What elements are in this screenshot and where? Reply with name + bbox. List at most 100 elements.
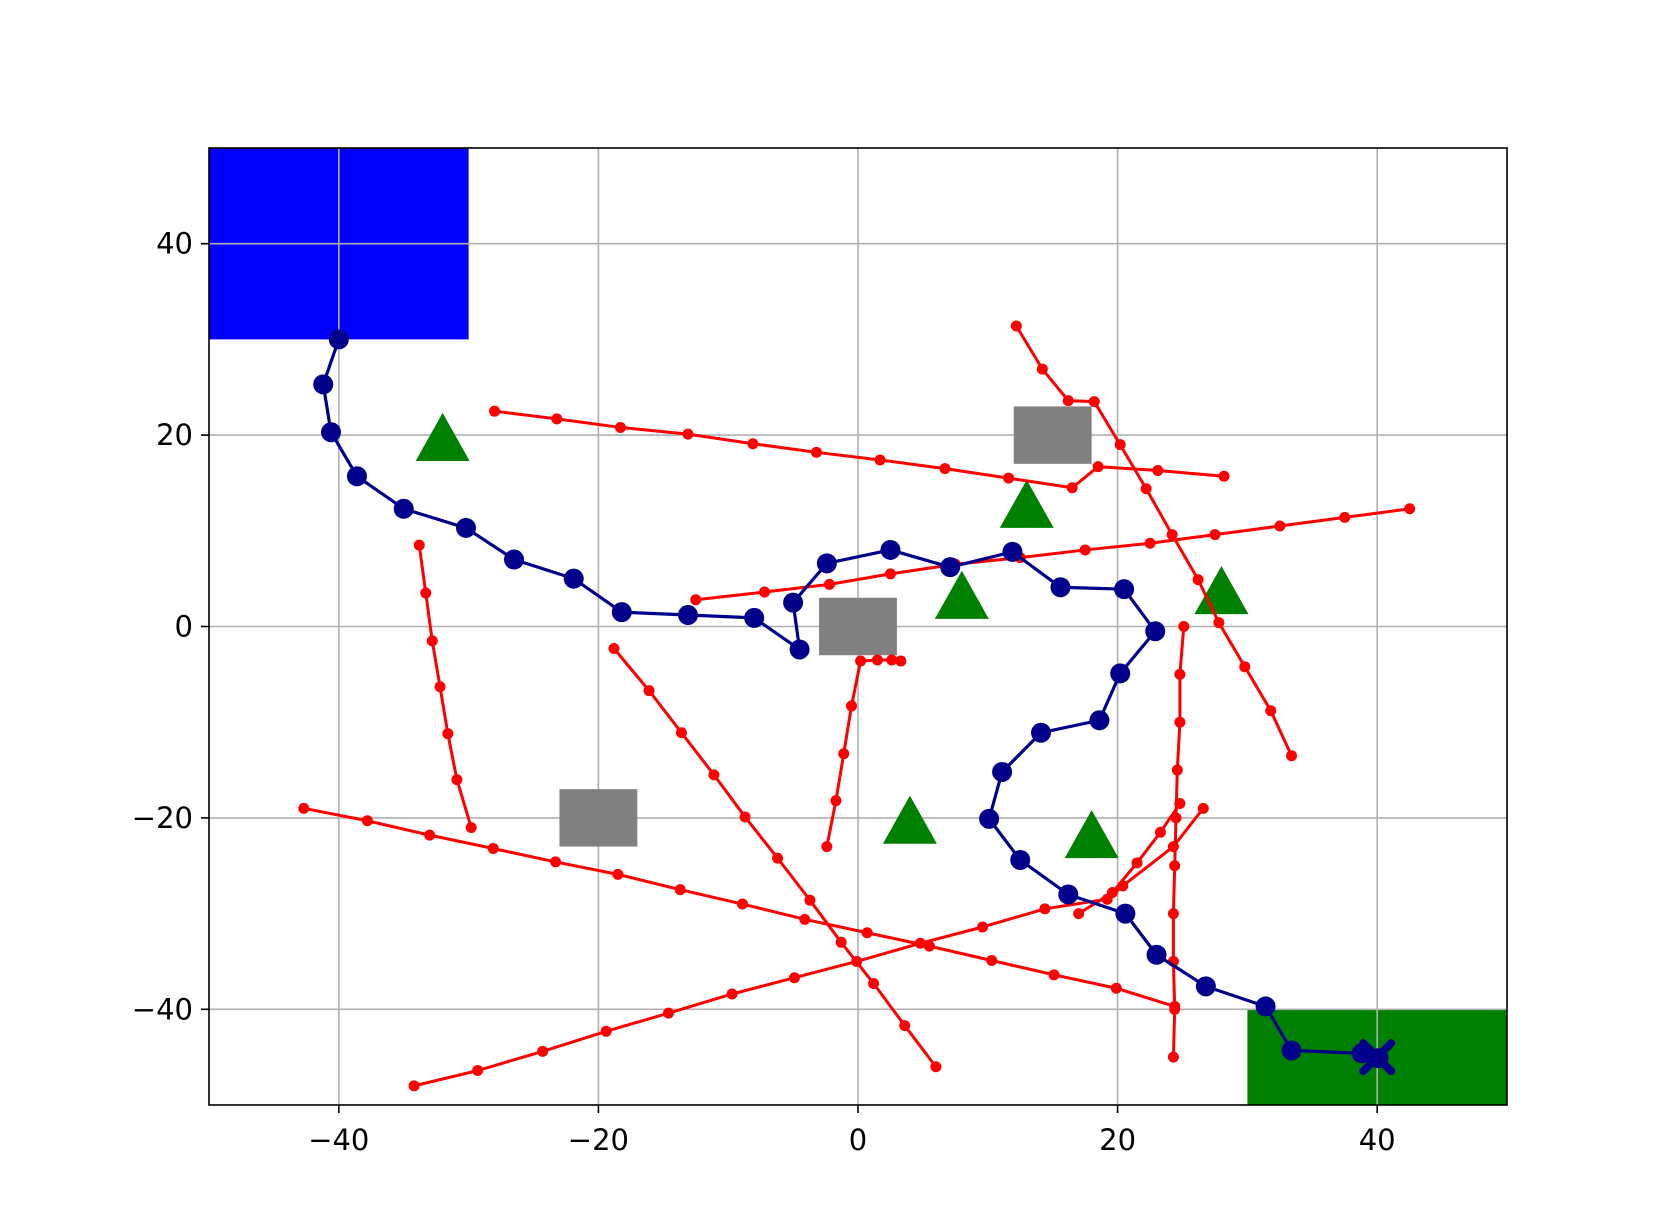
dynamic-obstacle-point — [759, 586, 771, 598]
static-obstacle — [1013, 406, 1092, 464]
path-point — [563, 568, 584, 589]
path-point — [346, 466, 367, 487]
dynamic-obstacle-point — [1171, 764, 1183, 776]
dynamic-obstacle-point — [487, 843, 499, 855]
dynamic-obstacle-point — [726, 988, 738, 1000]
dynamic-obstacle-point — [1154, 826, 1166, 838]
dynamic-obstacle-point — [1010, 320, 1022, 332]
dynamic-obstacle-point — [1197, 802, 1209, 814]
dynamic-obstacle-point — [1166, 529, 1178, 541]
dynamic-obstacle-point — [424, 829, 436, 841]
dynamic-obstacle-point — [1110, 982, 1122, 994]
x-tick-label: −40 — [308, 1123, 369, 1157]
dynamic-obstacle-point — [1039, 903, 1051, 915]
dynamic-obstacle-point — [1167, 1051, 1179, 1063]
static-obstacle — [819, 597, 897, 656]
dynamic-obstacle-point — [614, 421, 626, 433]
path-point — [1050, 577, 1071, 598]
obstacles-layer — [559, 406, 1092, 847]
dynamic-obstacle-point — [1178, 621, 1190, 632]
dynamic-obstacle-point — [489, 405, 501, 417]
dynamic-obstacle-point — [861, 927, 873, 939]
dynamic-obstacle-point — [1209, 529, 1221, 541]
dynamic-obstacle-point — [1131, 857, 1143, 869]
dynamic-obstacle-point — [1174, 716, 1186, 728]
dynamic-obstacle-point — [537, 1045, 549, 1057]
x-tick-label: 40 — [1359, 1123, 1396, 1157]
dynamic-obstacle-point — [1144, 537, 1156, 549]
dynamic-obstacle-point — [838, 748, 850, 760]
dynamic-obstacle-point — [674, 884, 686, 896]
path-point — [1146, 944, 1167, 965]
dynamic-obstacle-point — [690, 594, 702, 606]
dynamic-obstacle-point — [1073, 908, 1085, 920]
dynamic-obstacle-point — [361, 815, 373, 827]
dynamic-obstacle-point — [1088, 396, 1100, 408]
landmark-triangle — [934, 570, 989, 619]
x-tick-label: 0 — [849, 1123, 867, 1157]
dynamic-obstacle-point — [708, 769, 720, 781]
y-tick-label: 20 — [156, 418, 193, 452]
dynamic-obstacle-point — [1274, 520, 1286, 532]
dynamic-obstacle-point — [1192, 574, 1204, 586]
dynamic-obstacle-point — [1062, 395, 1074, 407]
dynamic-obstacle-point — [426, 635, 438, 647]
path-point — [1031, 722, 1052, 743]
path-layer — [313, 329, 1396, 1076]
path-point — [313, 374, 334, 395]
dynamic-obstacle-point — [855, 655, 867, 667]
dynamic-obstacle-point — [408, 1080, 420, 1092]
dynamic-obstacle-point — [550, 856, 562, 868]
dynamic-obstacle-point — [772, 852, 784, 864]
dynamic-obstacle-point — [1218, 470, 1230, 482]
dynamic-obstacle-point — [884, 568, 896, 580]
dynamic-obstacle-point — [986, 954, 998, 966]
path-line — [321, 338, 1379, 1060]
dynamic-obstacle-point — [643, 685, 655, 697]
dynamic-obstacle-point — [799, 913, 811, 925]
path-point — [816, 553, 837, 574]
dynamic-obstacle-point — [895, 655, 907, 667]
dynamic-obstacle-point — [804, 894, 816, 906]
path-point — [1145, 621, 1166, 642]
path-point — [1002, 541, 1023, 562]
dynamic-obstacle-point — [1048, 969, 1060, 981]
dynamic-obstacle-point — [874, 454, 886, 466]
path-point — [1058, 884, 1079, 905]
landmark-triangle — [1064, 810, 1119, 859]
dynamic-obstacle-point — [1404, 503, 1416, 515]
dynamic-obstacle-point — [914, 937, 926, 949]
path-point — [677, 605, 698, 626]
dynamic-obstacle-point — [1079, 544, 1091, 556]
path-point — [611, 602, 632, 623]
dynamic-obstacle-track — [695, 507, 1410, 602]
dynamic-obstacle-point — [1169, 1003, 1181, 1015]
dynamic-obstacle-point — [1167, 908, 1179, 920]
x-tick-label: 20 — [1099, 1123, 1136, 1157]
x-tick-label: −20 — [568, 1123, 629, 1157]
path-point — [1089, 710, 1110, 731]
path-end-marker — [1359, 1039, 1396, 1076]
dynamic-obstacle-point — [1213, 617, 1225, 629]
path-point — [1195, 976, 1216, 997]
dynamic-obstacle-point — [886, 654, 898, 666]
dynamic-obstacle-point — [821, 841, 833, 853]
path-point — [1110, 663, 1131, 684]
dynamic-obstacle-point — [823, 578, 835, 590]
dynamic-obstacle-point — [600, 1025, 612, 1037]
dynamic-obstacle-point — [451, 774, 463, 786]
dynamic-obstacle-point — [1092, 461, 1104, 473]
dynamic-obstacle-point — [830, 795, 842, 807]
dynamic-obstacle-point — [1036, 363, 1048, 375]
dynamic-obstacle-point — [736, 898, 748, 910]
dynamic-obstacle-point — [1174, 798, 1186, 810]
y-tick-label: 0 — [175, 610, 193, 644]
dynamic-obstacle-point — [1174, 668, 1186, 680]
dynamic-obstacle-point — [608, 643, 620, 655]
dynamic-obstacle-point — [298, 802, 310, 814]
dynamic-obstacle-point — [1265, 705, 1277, 717]
dynamic-obstacle-point — [413, 539, 425, 551]
dynamic-obstacle-point — [930, 1061, 942, 1073]
dynamic-obstacle-point — [835, 936, 847, 948]
dynamic-obstacle-track — [1171, 626, 1186, 1058]
